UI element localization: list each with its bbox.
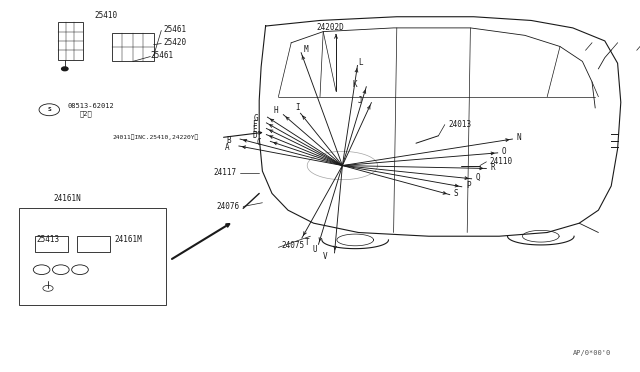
Text: P: P — [466, 181, 470, 190]
Text: A: A — [225, 142, 230, 152]
Text: 24076: 24076 — [217, 202, 240, 211]
Text: G: G — [253, 114, 259, 123]
Text: 24075: 24075 — [282, 241, 305, 250]
Text: R: R — [490, 163, 495, 172]
Text: 24110: 24110 — [490, 157, 513, 166]
Text: 25461: 25461 — [150, 51, 173, 60]
Bar — [112, 33, 154, 61]
Text: E: E — [253, 125, 257, 134]
Text: （2）: （2） — [80, 110, 93, 117]
Text: O: O — [502, 147, 506, 156]
Text: 24011〈INC.25410,24220Y〉: 24011〈INC.25410,24220Y〉 — [112, 135, 198, 141]
Text: 08513-62012: 08513-62012 — [67, 103, 114, 109]
Text: C: C — [257, 138, 261, 147]
Text: S: S — [454, 189, 458, 198]
Text: M: M — [304, 45, 308, 54]
Text: T: T — [305, 238, 309, 247]
Text: B: B — [227, 136, 231, 145]
Text: I: I — [295, 103, 300, 112]
Text: 24013: 24013 — [448, 120, 471, 129]
Text: 24117: 24117 — [214, 169, 237, 177]
Bar — [35, 236, 68, 252]
Text: Q: Q — [476, 173, 480, 182]
Text: V: V — [323, 252, 327, 261]
Text: 24202D: 24202D — [317, 23, 344, 32]
Text: 25413: 25413 — [36, 235, 60, 244]
Text: N: N — [516, 134, 521, 142]
Text: 24161N: 24161N — [53, 194, 81, 203]
Circle shape — [61, 67, 68, 71]
Bar — [19, 208, 166, 305]
Text: J: J — [358, 96, 362, 105]
Text: F: F — [253, 119, 257, 128]
Text: H: H — [273, 106, 278, 115]
Text: 25420: 25420 — [163, 38, 186, 47]
Text: AP/0*00'0: AP/0*00'0 — [573, 350, 611, 356]
Text: S: S — [47, 107, 51, 112]
Text: D: D — [253, 131, 257, 140]
Bar — [77, 236, 110, 252]
Text: L: L — [358, 58, 363, 67]
Text: 25410: 25410 — [94, 12, 117, 20]
Bar — [58, 22, 83, 60]
Text: K: K — [353, 80, 357, 89]
Text: 25461: 25461 — [163, 25, 186, 34]
Text: U: U — [313, 245, 317, 254]
Text: 24161M: 24161M — [114, 235, 142, 244]
